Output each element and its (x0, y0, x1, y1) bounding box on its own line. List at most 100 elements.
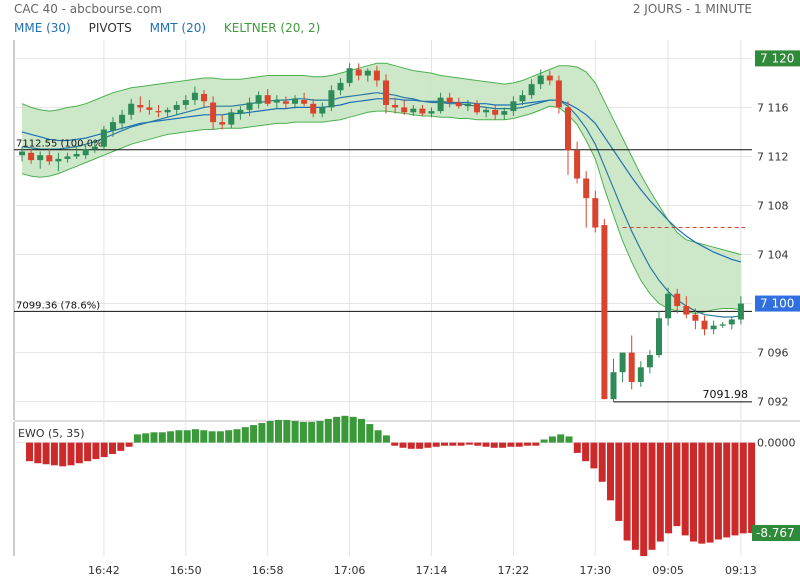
y-tick-label: 7 112 (757, 150, 789, 163)
ewo-bar (150, 432, 158, 443)
candle-body (91, 146, 98, 150)
x-tick-label: 17:30 (579, 564, 611, 577)
ewo-bar (731, 442, 739, 536)
legend-keltner[interactable]: KELTNER (20, 2) (223, 21, 321, 35)
candle-body (255, 95, 262, 104)
x-tick-label: 16:50 (170, 564, 202, 577)
legend-mmt[interactable]: MMT (20) (149, 21, 207, 35)
ewo-bar (656, 442, 664, 542)
ewo-bar (714, 442, 722, 540)
ewo-bar (316, 420, 324, 443)
candle-body (210, 102, 217, 123)
candle-body (119, 114, 126, 124)
candle-body (173, 104, 180, 110)
x-tick-label: 17:06 (334, 564, 366, 577)
ewo-bar (142, 433, 150, 443)
ewo-bar (192, 429, 199, 443)
legend-pivots[interactable]: PIVOTS (88, 21, 132, 35)
candle-body (128, 103, 135, 115)
candle-body (273, 100, 280, 103)
candle-body (28, 152, 35, 161)
ewo-bar (449, 442, 457, 446)
ewo-badge (752, 524, 800, 541)
candle-body (555, 80, 562, 108)
candle-body (201, 93, 207, 102)
ewo-bar (75, 442, 83, 464)
ewo-bar (739, 442, 747, 534)
candle-body (510, 101, 517, 112)
candle-body (364, 70, 371, 76)
candle-body (537, 75, 544, 85)
ewo-bar (59, 442, 67, 467)
ewo-bar (175, 430, 183, 443)
ewo-bar (100, 442, 108, 458)
ewo-bar (299, 422, 307, 443)
ewo-bar (167, 431, 175, 443)
ewo-bar (158, 432, 166, 443)
candle-body (601, 225, 608, 400)
ewo-bar (200, 430, 208, 443)
ewo-zero-label: 0.0000 (757, 437, 796, 450)
ewo-bar (283, 419, 291, 443)
candle-body (55, 158, 62, 162)
mmt-line (21, 92, 741, 318)
candle-body (464, 103, 471, 107)
ewo-label: EWO (5, 35) (18, 427, 85, 440)
x-tick-label: 16:58 (252, 564, 284, 577)
ewo-bar (67, 442, 75, 466)
candle-body (164, 109, 171, 113)
ewo-bar (208, 431, 216, 443)
y-tick-label: 7 092 (757, 396, 789, 409)
x-tick-label: 09:05 (652, 564, 684, 577)
ewo-bar (432, 442, 440, 447)
candle-body (437, 97, 444, 112)
candle-body (519, 95, 526, 102)
ewo-bar (698, 442, 706, 544)
x-tick-label: 17:14 (416, 564, 448, 577)
y-tick-label: 7 116 (757, 101, 789, 114)
legend-mme[interactable]: MME (30) (14, 21, 71, 35)
ewo-bar (690, 442, 697, 542)
ewo-bar (548, 436, 556, 443)
ewo-bar (382, 435, 390, 443)
candle-body (728, 319, 735, 325)
ewo-bar (590, 442, 598, 469)
ewo-bar (333, 416, 341, 443)
candle-body (392, 104, 399, 108)
x-tick-label: 16:42 (88, 564, 120, 577)
ewo-bar (665, 442, 673, 534)
x-tick-label: 09:13 (725, 564, 757, 577)
candle-body (674, 293, 681, 306)
candle-body (492, 109, 499, 115)
y-tick-label: 7 096 (757, 347, 789, 360)
ewo-bar (349, 416, 357, 443)
ewo-bar (515, 442, 523, 447)
candle-body (628, 352, 635, 382)
low-marker-label: 7091.98 (703, 388, 749, 401)
candle-body (592, 198, 599, 228)
candle-body (355, 69, 362, 76)
candle-body (301, 100, 308, 104)
ewo-bar (366, 424, 374, 443)
candle-body (182, 100, 189, 105)
ewo-bar (648, 442, 656, 550)
ewo-bar (358, 418, 365, 443)
ewo-bar (441, 442, 448, 446)
ewo-bar (291, 420, 299, 443)
candle-body (637, 367, 644, 382)
ewo-bar (524, 442, 531, 446)
ewo-bar (399, 442, 407, 448)
candle-body (419, 108, 426, 114)
candle-body (619, 352, 626, 373)
ewo-bar (26, 442, 33, 462)
ewo-bar (532, 442, 540, 446)
ewo-bar (266, 420, 274, 443)
ewo-bar (457, 442, 465, 446)
price-badge-label: 7 100 (760, 297, 794, 311)
price-badge-label: 7 120 (760, 51, 794, 65)
candle-body (137, 104, 144, 108)
candle-body (310, 103, 317, 114)
ewo-bar (241, 427, 249, 443)
